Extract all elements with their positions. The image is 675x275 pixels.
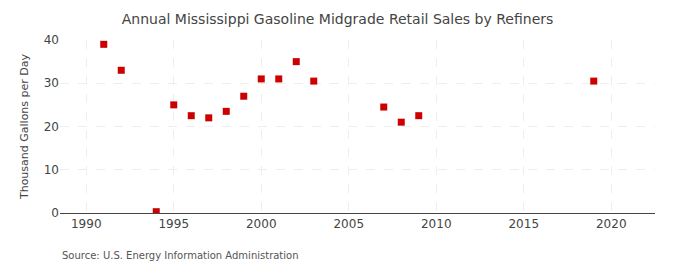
- svg-text:2010: 2010: [421, 217, 452, 231]
- svg-text:2015: 2015: [508, 217, 539, 231]
- svg-text:20: 20: [44, 120, 59, 134]
- svg-text:2005: 2005: [333, 217, 364, 231]
- svg-text:2000: 2000: [246, 217, 277, 231]
- svg-text:1995: 1995: [158, 217, 189, 231]
- svg-text:0: 0: [51, 206, 59, 220]
- svg-text:10: 10: [44, 163, 59, 177]
- svg-text:40: 40: [44, 33, 59, 47]
- svg-text:Thousand Gallons per Day: Thousand Gallons per Day: [18, 53, 31, 200]
- svg-text:2020: 2020: [596, 217, 627, 231]
- svg-text:1990: 1990: [71, 217, 102, 231]
- svg-text:30: 30: [44, 76, 59, 90]
- svg-text:Annual Mississippi Gasoline Mi: Annual Mississippi Gasoline Midgrade Ret…: [122, 11, 554, 27]
- svg-text:Source: U.S. Energy Informatio: Source: U.S. Energy Information Administ…: [62, 250, 299, 261]
